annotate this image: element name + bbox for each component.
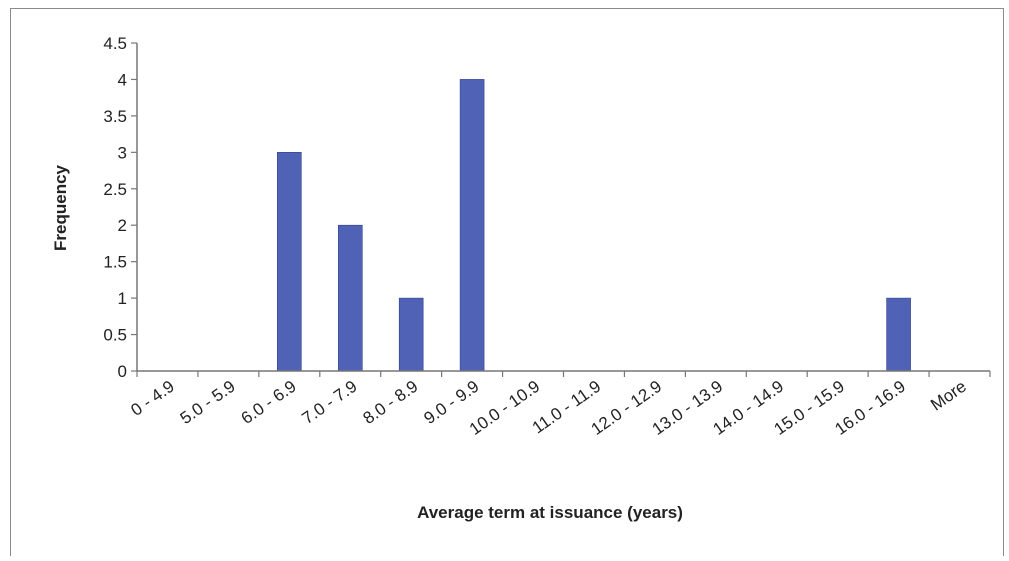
- x-tick-label-13: More: [927, 377, 970, 415]
- y-tick-label-3: 1.5: [103, 253, 127, 272]
- x-tick-label-2: 6.0 - 6.9: [238, 377, 300, 428]
- y-tick-label-0: 0: [118, 362, 127, 381]
- y-tick-label-1: 0.5: [103, 326, 127, 345]
- x-tick-label-4: 8.0 - 8.9: [359, 377, 421, 428]
- bars-group: [276, 79, 911, 372]
- y-ticks-group: 0 0.5 1 1.5 2 2.5 3 3.5 4 4.5: [103, 34, 137, 381]
- bar-2: [276, 152, 302, 372]
- chart-frame: [10, 8, 1004, 556]
- y-tick-label-5: 2.5: [103, 180, 127, 199]
- y-tick-label-4: 2: [118, 216, 127, 235]
- bar-3: [337, 224, 363, 372]
- y-tick-label-8: 4: [118, 70, 127, 89]
- x-axis-title: Average term at issuance (years): [417, 503, 683, 522]
- bar-4: [398, 297, 424, 372]
- x-tick-label-0: 0 - 4.9: [127, 377, 177, 420]
- y-tick-label-7: 3.5: [103, 107, 127, 126]
- y-tick-label-2: 1: [118, 289, 127, 308]
- y-axis-title: Frequency: [51, 164, 70, 251]
- bar-12: [886, 297, 911, 372]
- bar-5: [459, 79, 485, 372]
- x-ticks-group: 0 - 4.95.0 - 5.96.0 - 6.97.0 - 7.98.0 - …: [127, 371, 991, 439]
- y-tick-label-9: 4.5: [103, 34, 127, 53]
- x-tick-label-1: 5.0 - 5.9: [177, 377, 239, 428]
- x-tick-label-3: 7.0 - 7.9: [299, 377, 361, 428]
- y-tick-label-6: 3: [118, 143, 127, 162]
